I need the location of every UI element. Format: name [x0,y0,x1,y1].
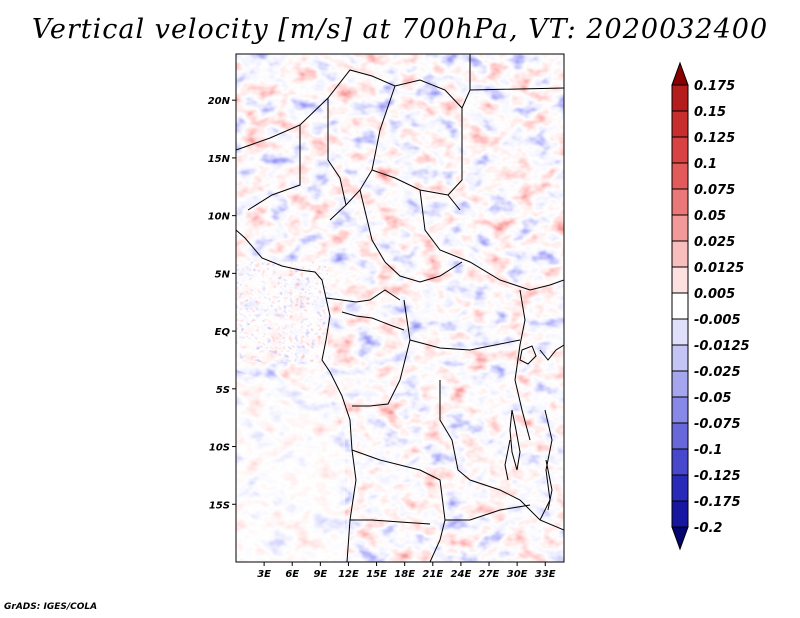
colorbar-label: 0.025 [694,235,735,250]
y-tick-label: EQ [215,327,231,338]
colorbar-label: 0.005 [694,287,735,302]
y-tick-label: 15S [209,500,230,511]
x-tick-label: 12E [338,569,359,580]
colorbar-label: 0.125 [694,131,735,146]
colorbar-swatch [671,396,689,424]
colorbar-swatch [671,136,689,164]
colorbar-label: -0.125 [694,469,741,484]
colorbar-label: 0.15 [694,105,726,120]
colorbar-label: 0.075 [694,183,735,198]
colorbar: 0.175 0.15 0.125 0.1 0.075 0.05 0.025 0.0125 0.0… [671,61,750,551]
colorbar-top-extension [671,61,689,86]
colorbar-swatch [671,162,689,190]
colorbar-swatch [671,344,689,372]
colorbar-bottom-extension [671,526,689,551]
colorbar-label: -0.0125 [694,339,750,354]
colorbar-swatch [671,500,689,528]
colorbar-swatch [671,448,689,476]
colorbar-label: 0.1 [694,157,717,172]
x-tick-label: 15E [366,569,387,580]
y-tick-label: 5S [216,385,230,396]
y-tick-label: 20N [208,96,231,107]
colorbar-label: -0.005 [694,313,741,328]
map-title: Vertical velocity [m/s] at 700hPa, VT: 2… [31,14,769,45]
colorbar-swatch [671,84,689,112]
plot-frame [235,53,565,563]
colorbar-swatch [671,266,689,294]
country-borders [236,54,564,562]
colorbar-swatch [671,370,689,398]
colorbar-label: -0.175 [694,495,741,510]
footer-credit: GrADS: IGES/COLA [4,602,98,612]
y-tick-label: 10S [209,443,230,454]
x-tick-label: 9E [313,569,327,580]
colorbar-label: -0.2 [694,521,722,536]
y-tick-label: 15N [208,154,231,165]
x-tick-label: 18E [394,569,415,580]
x-tick-label: 6E [285,569,299,580]
colorbar-label: -0.025 [694,365,741,380]
colorbar-swatch [671,292,689,320]
x-tick-label: 33E [535,569,556,580]
colorbar-label: 0.175 [694,79,735,94]
y-tick-label: 5N [215,269,231,280]
colorbar-label: -0.075 [694,417,741,432]
colorbar-label: -0.05 [694,391,731,406]
colorbar-label: 0.0125 [694,261,744,276]
x-axis: 3E 6E 9E 12E 15E 18E 21E 24E 27E 30E 33E [257,562,556,580]
x-tick-label: 27E [479,569,500,580]
y-tick-label: 10N [208,212,231,223]
x-tick-label: 21E [422,569,443,580]
colorbar-swatch [671,318,689,346]
x-tick-label: 30E [507,569,528,580]
x-tick-label: 24E [451,569,472,580]
colorbar-swatch [671,240,689,268]
colorbar-label: 0.05 [694,209,726,224]
colorbar-swatch [671,110,689,138]
y-axis: 20N 15N 10N 5N EQ 5S 10S 15S [208,96,236,511]
colorbar-label: -0.1 [694,443,722,458]
x-tick-label: 3E [257,569,271,580]
colorbar-swatch [671,214,689,242]
velocity-field [236,54,564,562]
colorbar-swatch [671,422,689,450]
colorbar-swatch [671,474,689,502]
colorbar-swatch [671,188,689,216]
